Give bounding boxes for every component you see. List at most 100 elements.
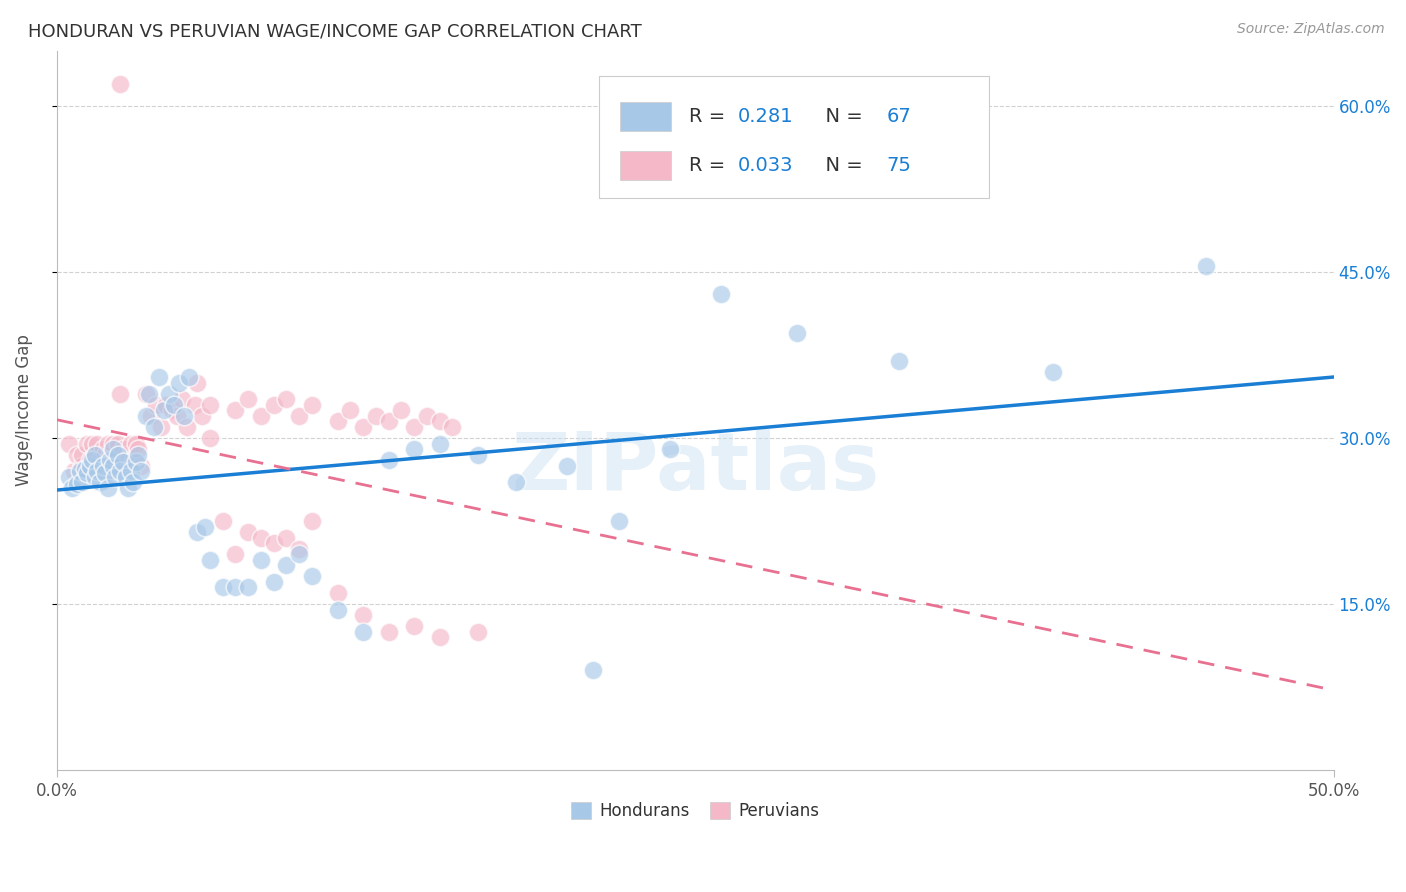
Point [263, 536, 285, 550]
Point [198, 398, 221, 412]
Point [76, 436, 98, 450]
Point [557, 458, 579, 473]
Point [79, 453, 101, 467]
Point [263, 398, 285, 412]
Point [82, 436, 104, 450]
Point [79, 458, 101, 473]
Point [326, 602, 349, 616]
Point [352, 608, 374, 623]
Point [377, 453, 399, 467]
Point [198, 431, 221, 445]
Point [125, 436, 148, 450]
Point [176, 420, 198, 434]
Point [107, 448, 129, 462]
Point [211, 514, 233, 528]
Point [76, 467, 98, 481]
Point [429, 414, 451, 428]
Point [97, 436, 120, 450]
Point [153, 403, 176, 417]
Point [70, 448, 93, 462]
Point [70, 475, 93, 490]
Point [73, 462, 96, 476]
Point [364, 409, 387, 423]
Point [122, 475, 145, 490]
Point [58, 436, 80, 450]
Point [238, 392, 260, 407]
Point [288, 409, 311, 423]
Point [94, 448, 117, 462]
Point [250, 409, 273, 423]
Point [148, 370, 170, 384]
Point [94, 467, 117, 481]
Point [389, 403, 412, 417]
Point [139, 409, 162, 423]
Point [505, 475, 527, 490]
Point [301, 514, 323, 528]
Point [82, 453, 104, 467]
Point [326, 414, 349, 428]
Point [66, 448, 89, 462]
Point [84, 448, 107, 462]
Point [66, 477, 89, 491]
Point [86, 464, 108, 478]
Point [107, 436, 129, 450]
Point [145, 398, 167, 412]
Point [91, 458, 114, 473]
Point [163, 398, 186, 412]
Point [155, 398, 177, 412]
Text: R =: R = [689, 107, 731, 126]
Point [111, 442, 134, 456]
Point [70, 458, 93, 473]
Text: R =: R = [689, 156, 731, 175]
Point [276, 531, 298, 545]
Point [111, 455, 134, 469]
Text: ZIPatlas: ZIPatlas [510, 429, 879, 507]
Point [166, 409, 188, 423]
Point [179, 370, 201, 384]
Point [110, 386, 132, 401]
Point [582, 664, 605, 678]
Text: N =: N = [813, 156, 869, 175]
Legend: Hondurans, Peruvians: Hondurans, Peruvians [564, 795, 825, 826]
Point [186, 376, 208, 390]
Point [429, 436, 451, 450]
Point [183, 398, 205, 412]
Point [339, 403, 361, 417]
Point [138, 386, 160, 401]
Point [404, 619, 426, 633]
FancyBboxPatch shape [599, 76, 988, 198]
Point [101, 436, 124, 450]
Point [120, 436, 142, 450]
Point [352, 624, 374, 639]
Point [127, 442, 149, 456]
Point [607, 514, 630, 528]
Point [467, 448, 489, 462]
Point [198, 553, 221, 567]
Point [301, 569, 323, 583]
Point [1195, 260, 1218, 274]
Point [110, 458, 132, 473]
Point [404, 420, 426, 434]
Text: 75: 75 [887, 156, 911, 175]
Point [186, 524, 208, 539]
Y-axis label: Wage/Income Gap: Wage/Income Gap [15, 334, 32, 486]
Point [441, 420, 464, 434]
Point [89, 475, 111, 490]
Point [125, 455, 148, 469]
Point [211, 581, 233, 595]
Point [404, 442, 426, 456]
Point [60, 481, 83, 495]
Point [173, 409, 195, 423]
Point [224, 547, 246, 561]
Point [104, 453, 127, 467]
Point [416, 409, 439, 423]
Point [63, 464, 86, 478]
Point [238, 581, 260, 595]
Point [658, 442, 681, 456]
Point [91, 442, 114, 456]
Point [97, 464, 120, 478]
Point [120, 464, 142, 478]
Point [150, 420, 173, 434]
Point [352, 420, 374, 434]
Point [157, 386, 180, 401]
